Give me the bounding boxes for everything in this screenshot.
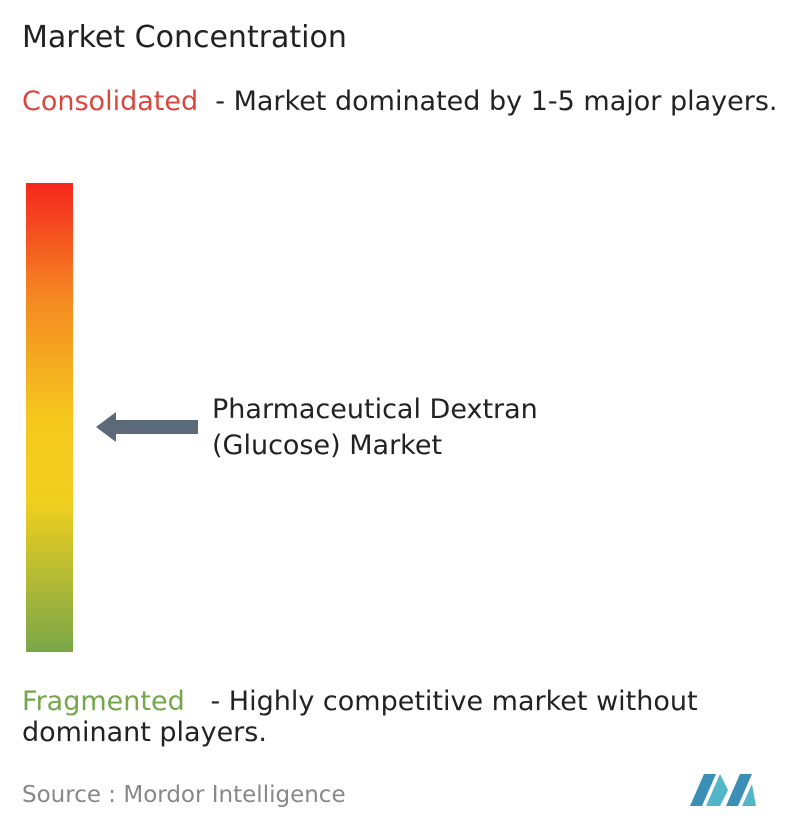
concentration-bar: [26, 183, 73, 652]
source: Source : Mordor Intelligence: [22, 782, 346, 808]
fragmented-text: Fragmented - Highly competitive market w…: [22, 686, 792, 748]
arrow-head: [96, 412, 116, 442]
logo: [690, 774, 756, 806]
title: Market Concentration: [22, 20, 347, 55]
consolidated-label: Consolidated: [22, 86, 199, 117]
fragmented-description: - Highly competitive market without domi…: [22, 686, 707, 748]
market-label: Pharmaceutical Dextran (Glucose) Market: [212, 394, 538, 461]
fragmented-label: Fragmented: [22, 686, 185, 717]
consolidated-text: Consolidated - Market dominated by 1-5 m…: [22, 86, 782, 117]
consolidated-description: - Market dominated by 1-5 major players.: [198, 86, 778, 117]
arrow-shaft: [112, 420, 198, 434]
